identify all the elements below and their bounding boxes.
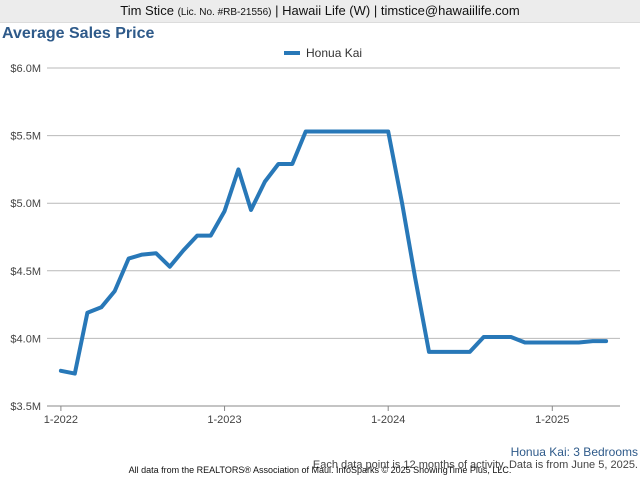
data-point xyxy=(564,341,568,344)
series-line-0 xyxy=(58,129,609,376)
data-point xyxy=(263,180,267,183)
chart-footnote: Honua Kai: 3 Bedrooms Each data point is… xyxy=(313,445,638,471)
x-tick-label: 1-2025 xyxy=(535,414,569,426)
data-point xyxy=(168,265,172,268)
data-point xyxy=(523,341,527,344)
data-point xyxy=(496,335,499,339)
data-point xyxy=(386,130,390,133)
data-point xyxy=(59,369,63,373)
y-tick-label: $6.0M xyxy=(10,63,41,75)
agent-header: Tim Stice (Lic. No. #RB-21556) | Hawaii … xyxy=(0,0,640,23)
data-point xyxy=(591,339,594,343)
series-group xyxy=(58,129,609,376)
chart-title: Average Sales Price xyxy=(2,25,155,42)
data-point xyxy=(318,130,321,133)
data-point xyxy=(468,350,472,354)
data-point xyxy=(154,252,158,255)
data-point xyxy=(359,130,363,133)
data-point xyxy=(249,208,253,212)
data-point xyxy=(373,130,376,133)
data-point xyxy=(345,130,349,133)
data-point xyxy=(237,168,240,171)
data-point xyxy=(304,130,307,133)
y-tick-label: $5.0M xyxy=(10,198,41,210)
data-point xyxy=(577,341,580,344)
data-point xyxy=(86,311,89,314)
data-point xyxy=(604,339,608,343)
y-tick-label: $4.0M xyxy=(10,333,41,345)
data-point xyxy=(291,162,294,166)
agent-name: Tim Stice xyxy=(120,3,174,18)
data-point xyxy=(113,289,116,293)
data-point xyxy=(140,253,144,256)
y-tick-label: $4.5M xyxy=(10,266,41,278)
x-tick-label: 1-2023 xyxy=(207,414,241,426)
data-point xyxy=(100,306,103,309)
data-credit: All data from the REALTORS® Association … xyxy=(128,465,512,475)
data-point xyxy=(509,335,513,339)
y-tick-label: $5.5M xyxy=(10,131,41,143)
y-axis-ticks: $6.0M $5.5M $5.0M $4.5M $4.0M $3.5M xyxy=(10,63,41,413)
legend-label: Honua Kai xyxy=(306,46,362,60)
x-tick-label: 1-2022 xyxy=(44,414,78,426)
x-tick-label: 1-2024 xyxy=(371,414,405,426)
agent-contact: | Hawaii Life (W) | timstice@hawaiilife.… xyxy=(275,3,520,18)
data-point xyxy=(195,234,199,237)
data-point xyxy=(427,350,431,354)
agent-license: (Lic. No. #RB-21556) xyxy=(177,7,272,18)
y-tick-label: $3.5M xyxy=(10,401,41,413)
data-point xyxy=(223,210,226,213)
data-point xyxy=(277,162,280,166)
data-point xyxy=(73,372,76,375)
data-point xyxy=(127,257,130,260)
data-note: Each data point is 12 months of activity… xyxy=(312,459,638,471)
data-point xyxy=(551,341,554,344)
data-point xyxy=(441,350,444,354)
data-point xyxy=(455,350,458,354)
data-point xyxy=(537,341,540,344)
x-axis-ticks: 1-2022 1-2023 1-2024 1-2025 xyxy=(44,406,569,426)
data-point xyxy=(209,234,212,237)
chart-legend: Honua Kai xyxy=(284,46,362,60)
data-point xyxy=(182,249,185,252)
data-point xyxy=(332,130,335,133)
series-caption: Honua Kai: 3 Bedrooms xyxy=(510,445,638,459)
data-point xyxy=(482,335,485,339)
data-point xyxy=(413,276,417,279)
grid-lines xyxy=(47,67,620,407)
data-point xyxy=(400,202,404,205)
